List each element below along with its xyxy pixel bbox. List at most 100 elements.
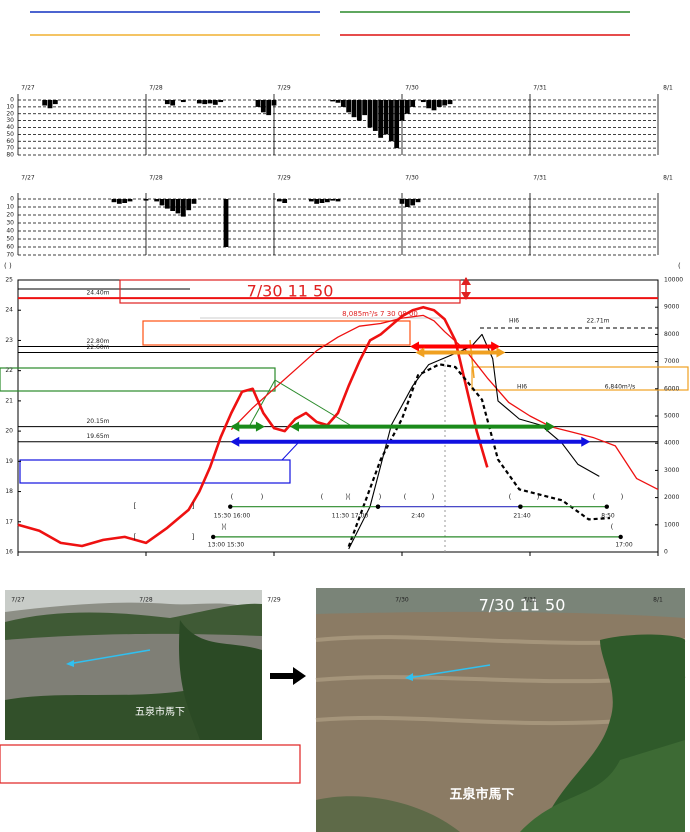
callout-box bbox=[0, 744, 301, 784]
bar bbox=[362, 100, 368, 116]
threshold-label: 22.60m bbox=[86, 344, 109, 351]
leader-line bbox=[249, 379, 276, 426]
annotation: ( bbox=[611, 523, 614, 531]
annotation: 8:50 bbox=[601, 513, 615, 520]
bar bbox=[170, 100, 176, 106]
arrow-head bbox=[491, 341, 501, 352]
annotation: ( bbox=[593, 493, 596, 501]
y2-tick-label: 8000 bbox=[664, 331, 679, 338]
y-tick-label: 40 bbox=[6, 228, 14, 235]
transition-arrow bbox=[270, 667, 306, 685]
bar bbox=[180, 100, 186, 103]
x-tick-label: 7/30 bbox=[405, 85, 419, 92]
bar bbox=[324, 199, 330, 203]
y-tick-label: 18 bbox=[5, 488, 13, 495]
annotation: HI6 bbox=[517, 384, 527, 391]
leader-line bbox=[274, 379, 351, 426]
photo-timestamp: 7/30 11 50 bbox=[479, 596, 566, 615]
bar bbox=[383, 100, 389, 135]
bar bbox=[202, 100, 208, 105]
bar bbox=[399, 199, 405, 204]
bar bbox=[276, 199, 282, 202]
y-tick-label: 17 bbox=[5, 518, 13, 525]
annotation: 17:00 bbox=[615, 542, 632, 549]
leader-line bbox=[281, 442, 299, 461]
y-tick-label: 70 bbox=[6, 252, 14, 259]
threshold-label: 20.15m bbox=[86, 418, 109, 425]
y-tick-label: 21 bbox=[5, 397, 13, 404]
bar bbox=[426, 100, 432, 109]
bar bbox=[399, 100, 405, 121]
y-tick-label: 22 bbox=[5, 367, 13, 374]
bar bbox=[196, 100, 202, 104]
bar bbox=[346, 100, 352, 113]
bar bbox=[170, 199, 176, 211]
arrow-head bbox=[255, 421, 265, 432]
bar bbox=[218, 100, 224, 103]
x-tick-label: 7/29 bbox=[267, 597, 281, 604]
bar bbox=[372, 100, 378, 131]
bar bbox=[186, 199, 192, 211]
annotation: 2:40 bbox=[411, 513, 425, 520]
bar bbox=[282, 199, 288, 203]
x-tick-label: 7/27 bbox=[21, 85, 35, 92]
bar bbox=[308, 199, 314, 202]
bar bbox=[164, 199, 170, 209]
bar bbox=[314, 199, 320, 204]
bar bbox=[335, 100, 341, 103]
bar bbox=[420, 100, 426, 103]
photo-caption: 五泉市馬下 bbox=[135, 705, 185, 718]
x-tick-label: 7/31 bbox=[533, 175, 547, 182]
annotation: 7/30 11 50 bbox=[247, 282, 334, 301]
bar bbox=[447, 100, 453, 105]
y-tick-label: 10 bbox=[6, 204, 14, 211]
y-tick-label: 30 bbox=[6, 117, 14, 124]
y2-axis-label: ( bbox=[678, 262, 681, 270]
y-tick-label: 23 bbox=[5, 337, 13, 344]
bar bbox=[356, 100, 362, 121]
x-tick-label: 7/31 bbox=[533, 85, 547, 92]
bar bbox=[404, 199, 410, 207]
annotation: )( bbox=[221, 523, 227, 531]
y-tick-label: 24 bbox=[5, 307, 13, 314]
x-tick-label: 7/29 bbox=[277, 85, 291, 92]
arrow-head bbox=[581, 436, 591, 447]
bar bbox=[330, 100, 336, 102]
annotation: ] bbox=[192, 533, 195, 541]
threshold-label: 19.65m bbox=[86, 433, 109, 440]
annotation: ] bbox=[192, 502, 195, 510]
annotation: ) bbox=[432, 493, 435, 501]
y-tick-label: 60 bbox=[6, 138, 14, 145]
y2-tick-label: 6000 bbox=[664, 385, 679, 392]
callout-box bbox=[119, 279, 461, 304]
bar bbox=[143, 199, 149, 201]
y-tick-label: 25 bbox=[5, 277, 13, 284]
photo-right: 7/30 11 50 五泉市馬下 bbox=[315, 588, 686, 832]
callout-box bbox=[142, 320, 411, 346]
y2-tick-label: 4000 bbox=[664, 440, 679, 447]
y2-tick-label: 3000 bbox=[664, 467, 679, 474]
y-tick-label: 60 bbox=[6, 244, 14, 251]
arrow-head bbox=[546, 421, 556, 432]
bar bbox=[122, 199, 128, 203]
x-tick-label: 8/1 bbox=[663, 175, 673, 182]
bar bbox=[271, 100, 277, 106]
series-line bbox=[348, 333, 600, 550]
bar bbox=[415, 199, 421, 203]
bar bbox=[212, 100, 218, 105]
bar bbox=[154, 199, 160, 202]
annotation: ( bbox=[321, 493, 324, 501]
bar bbox=[127, 199, 133, 202]
annotation: ( bbox=[404, 493, 407, 501]
annotation: 11:30 17:00 bbox=[332, 513, 369, 520]
photo-left: 五泉市馬下 bbox=[5, 590, 262, 740]
annotation: [ bbox=[134, 533, 137, 541]
callout-box bbox=[0, 367, 276, 392]
annotation: HI6 bbox=[509, 318, 519, 325]
y-tick-label: 10 bbox=[6, 103, 14, 110]
bar bbox=[388, 100, 394, 142]
y-tick-label: 20 bbox=[6, 212, 14, 219]
y-tick-label: 50 bbox=[6, 131, 14, 138]
x-tick-label: 7/27 bbox=[11, 597, 25, 604]
bar bbox=[111, 199, 117, 203]
